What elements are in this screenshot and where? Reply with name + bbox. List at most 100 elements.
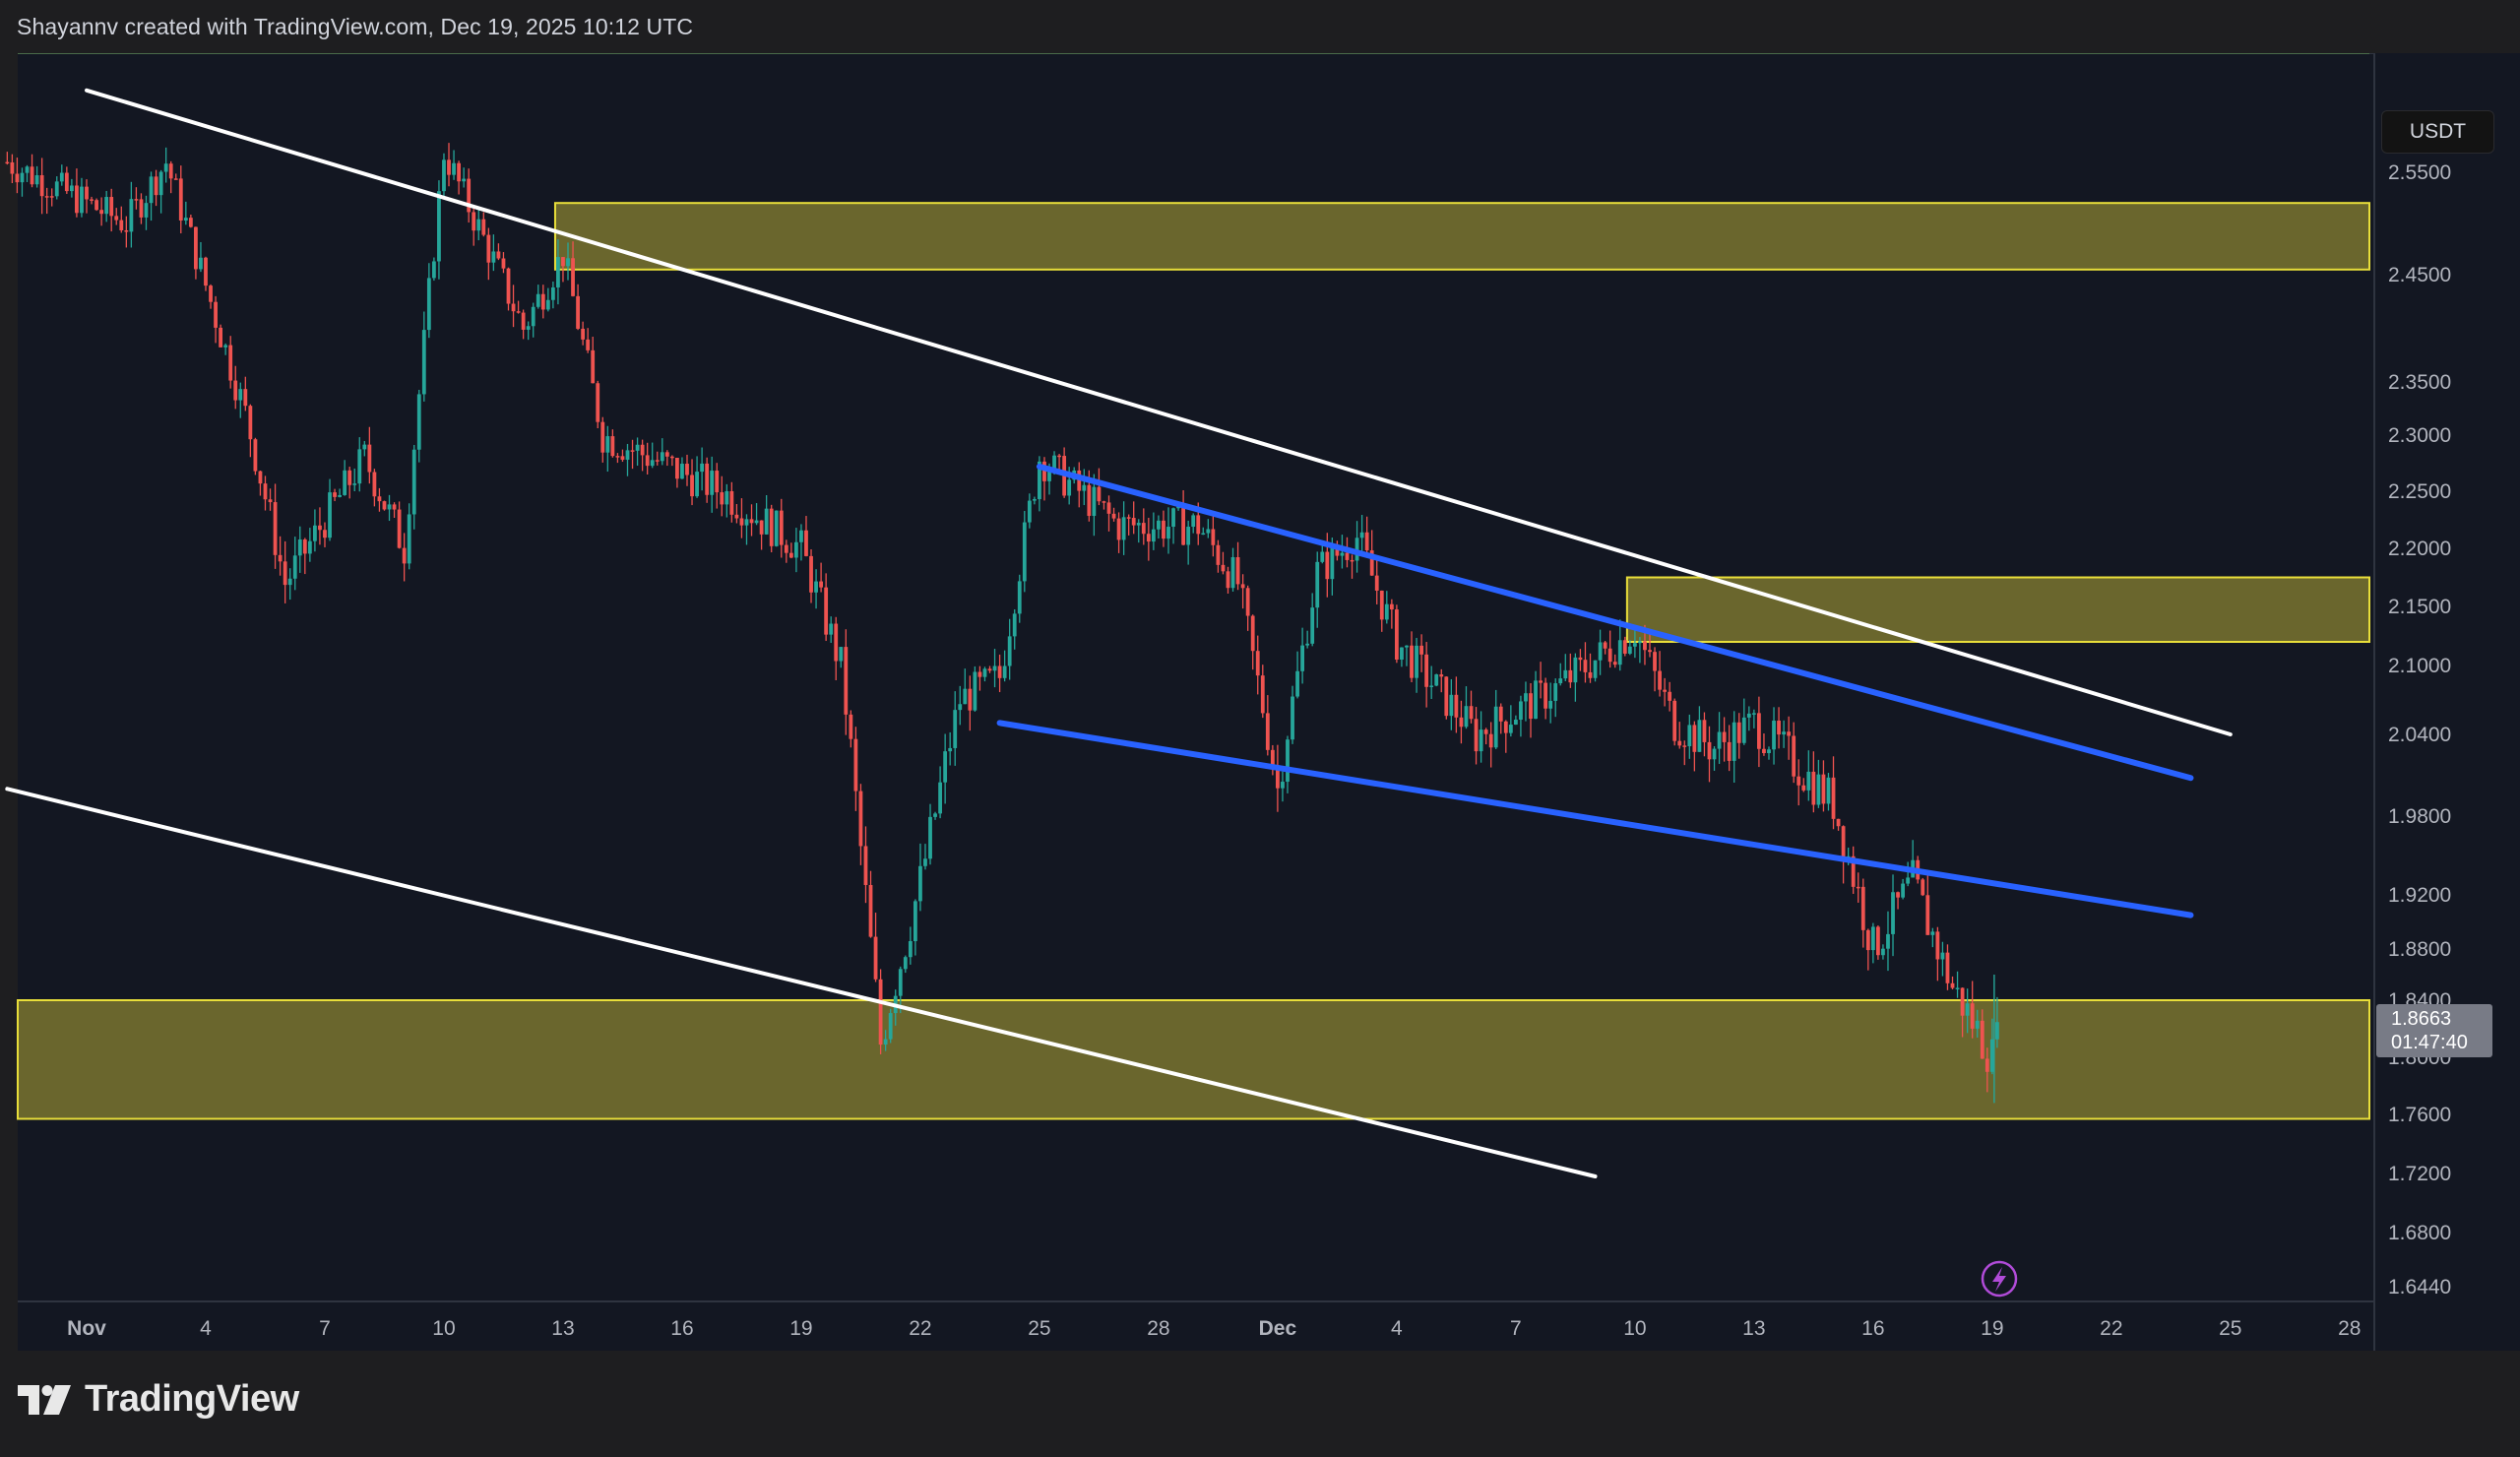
candle <box>540 285 545 319</box>
candle <box>1488 722 1493 768</box>
candle <box>1394 604 1399 664</box>
price-chart[interactable]: 2.5500 2.4500 2.3500 2.3000 2.2500 2.2000 2.15… <box>0 53 2520 1351</box>
candle <box>49 188 54 207</box>
candle <box>550 281 555 309</box>
candle <box>1415 637 1418 693</box>
trendline-channel-upper[interactable] <box>85 88 2233 736</box>
candle <box>183 201 188 225</box>
current-price-value: 1.8663 <box>2391 1008 2452 1030</box>
lightning-icon[interactable] <box>1981 1260 2018 1298</box>
candle <box>1121 501 1126 555</box>
candle <box>888 1008 893 1044</box>
trendlines <box>5 88 2233 1178</box>
candle <box>1171 507 1175 544</box>
candle <box>1553 678 1558 718</box>
candle <box>526 321 531 341</box>
candle <box>173 173 178 180</box>
candle <box>571 241 575 297</box>
candle <box>1335 540 1340 561</box>
candle <box>292 537 297 591</box>
candle <box>1875 925 1880 960</box>
candle <box>1483 728 1488 745</box>
candle <box>223 343 228 355</box>
candle <box>655 451 660 466</box>
tradingview-logo[interactable]: TradingView <box>18 1378 299 1421</box>
candle <box>1424 642 1429 708</box>
candle <box>1746 706 1751 731</box>
candle <box>1400 647 1404 667</box>
candle <box>5 152 10 165</box>
candle <box>903 955 908 974</box>
candle <box>1157 515 1161 539</box>
candle <box>1534 670 1538 720</box>
candle <box>1359 515 1364 556</box>
candle <box>1891 874 1895 957</box>
tradingview-logo-text: TradingView <box>85 1378 299 1420</box>
candle <box>163 147 168 183</box>
price-tick-label: 1.6440 <box>2388 1276 2451 1299</box>
candle <box>1588 653 1593 683</box>
candle <box>1230 547 1235 592</box>
candle <box>457 160 461 195</box>
price-tick-label: 2.5500 <box>2388 161 2451 184</box>
candle <box>1389 599 1394 629</box>
candle <box>1677 722 1682 749</box>
candle <box>476 209 481 241</box>
candle <box>204 256 208 291</box>
currency-badge[interactable]: USDT <box>2381 110 2494 154</box>
candle <box>496 243 501 261</box>
candle <box>1578 649 1583 671</box>
candle <box>1955 971 1960 998</box>
chart-area[interactable]: 2.5500 2.4500 2.3500 2.3000 2.2500 2.2000 2.15… <box>0 53 2520 1351</box>
candle <box>799 524 803 561</box>
candle <box>1265 695 1270 756</box>
candle <box>610 429 615 458</box>
candle <box>1831 756 1836 830</box>
price-tick-label: 2.0400 <box>2388 724 2451 746</box>
candle <box>297 526 302 573</box>
candle <box>819 562 824 593</box>
candle <box>154 169 158 207</box>
candle <box>1906 861 1911 887</box>
trendline-wedge-lower[interactable] <box>996 720 2194 919</box>
candle <box>129 181 134 248</box>
candle <box>591 337 596 384</box>
candle <box>1663 677 1668 707</box>
candle <box>1722 717 1727 762</box>
candle <box>1106 495 1111 532</box>
candle <box>715 463 720 509</box>
candle <box>809 548 813 603</box>
time-tick-label: 7 <box>319 1317 331 1340</box>
candle <box>1901 878 1905 900</box>
candle <box>1216 539 1221 573</box>
candle <box>1141 508 1146 545</box>
candle <box>1975 1009 1980 1038</box>
candle <box>318 507 322 545</box>
candle <box>675 457 679 488</box>
candle <box>1116 512 1121 553</box>
candle <box>1548 682 1553 724</box>
candle <box>15 158 20 194</box>
candle <box>645 442 650 475</box>
candle <box>724 483 729 518</box>
candle <box>302 538 307 575</box>
trendline-channel-lower[interactable] <box>5 787 1598 1178</box>
candle <box>10 154 15 183</box>
header-bar: Shayannv created with TradingView.com, D… <box>0 0 2520 53</box>
candle <box>1989 1018 1994 1075</box>
candle <box>447 143 451 187</box>
candle <box>620 449 625 463</box>
candle-countdown: 01:47:40 <box>2391 1032 2468 1053</box>
candle <box>1607 630 1612 668</box>
candle <box>908 926 913 965</box>
trendline-wedge-upper[interactable] <box>1036 463 2194 782</box>
time-tick-label: 13 <box>551 1317 574 1340</box>
candle <box>1250 614 1255 670</box>
candle <box>804 516 808 557</box>
candle <box>372 469 377 507</box>
candle <box>700 447 705 491</box>
candle <box>1419 634 1423 672</box>
candle <box>1305 630 1310 649</box>
candle <box>744 514 749 545</box>
candle <box>1687 714 1692 759</box>
